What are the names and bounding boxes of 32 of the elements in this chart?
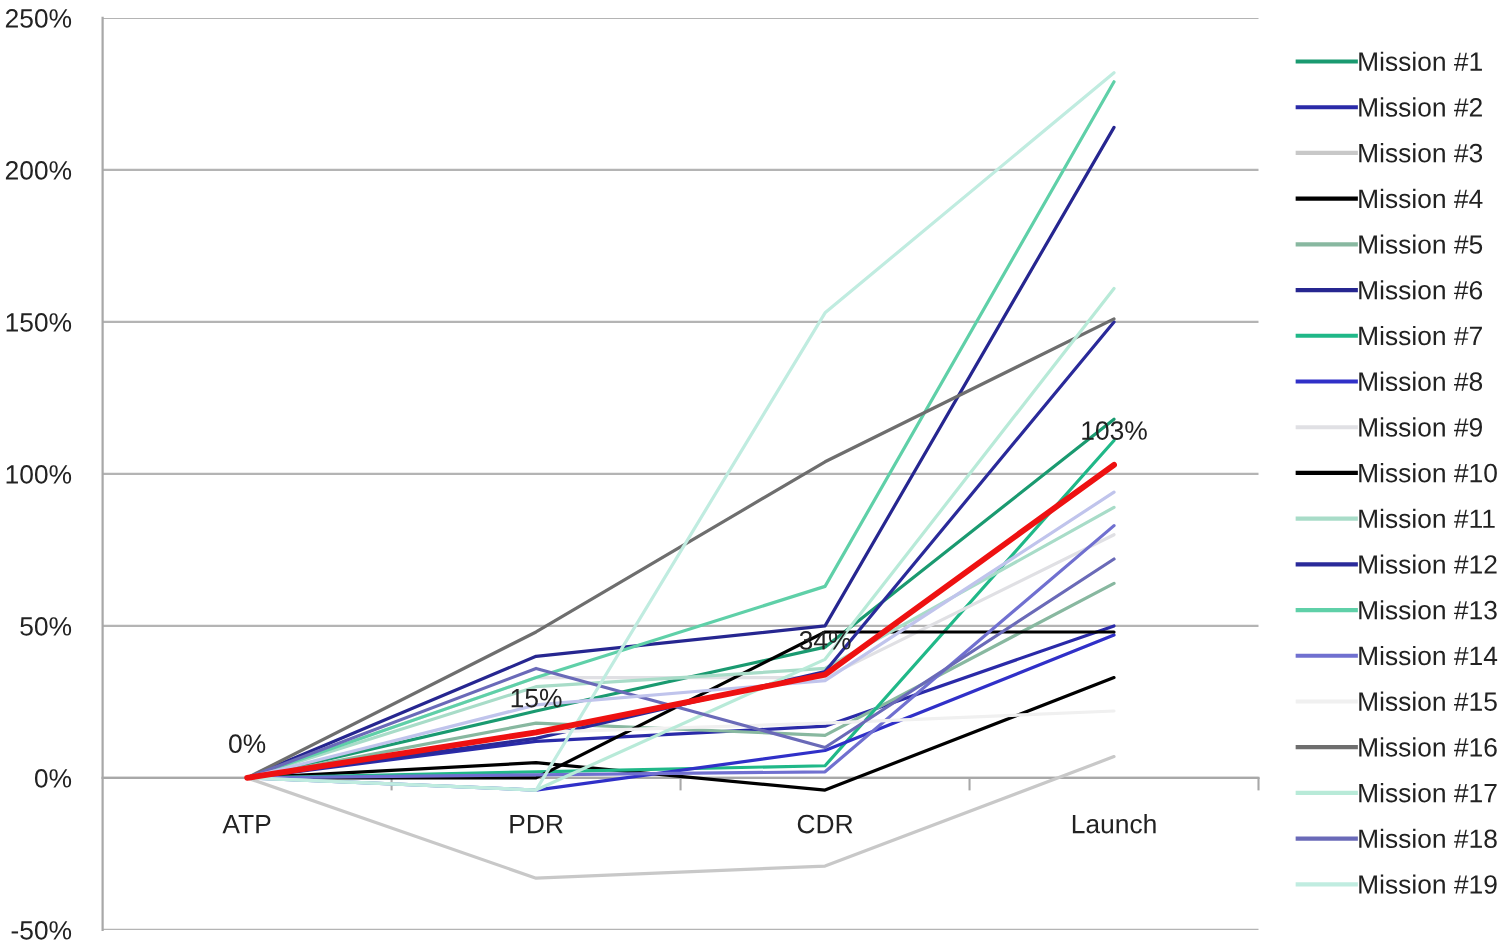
legend-label: Mission #16 [1359,737,1497,757]
legend-label: Mission #10 [1359,463,1497,483]
legend-label: Mission #14 [1359,645,1498,666]
y-tick-label: -50% [11,921,72,940]
data-label: 15% [511,688,562,708]
legend-label: Mission #2 [1359,97,1482,117]
y-tick-label: 0% [34,769,72,788]
legend-label: Mission #7 [1359,325,1482,346]
legend-label: Mission #11 [1359,508,1495,529]
data-label: 0% [229,734,266,754]
legend-label: Mission #5 [1359,234,1483,254]
legend-label: Mission #1 [1359,51,1482,72]
y-tick-label: 200% [5,161,72,180]
y-tick-label: 50% [20,617,72,636]
y-tick-label: 150% [6,313,72,332]
x-tick-label: ATP [222,814,271,834]
legend-label: Mission #17 [1359,783,1497,803]
x-tick-label: CDR [797,814,853,834]
legend-label: Mission #13 [1359,600,1497,620]
legend-label: Mission #15 [1359,691,1497,711]
legend-label: Mission #18 [1359,828,1497,849]
legend-label: Mission #8 [1359,371,1483,391]
legend-label: Mission #4 [1359,188,1483,209]
y-tick-label: 100% [6,465,72,484]
legend-label: Mission #6 [1359,280,1483,300]
legend-label: Mission #12 [1359,554,1497,574]
y-tick-label: 250% [5,9,72,28]
x-tick-label: Launch [1072,814,1156,834]
legend-label: Mission #3 [1359,143,1483,163]
x-tick-label: PDR [510,814,563,834]
legend-label: Mission #9 [1359,417,1482,437]
legend-label: Mission #19 [1359,874,1497,894]
